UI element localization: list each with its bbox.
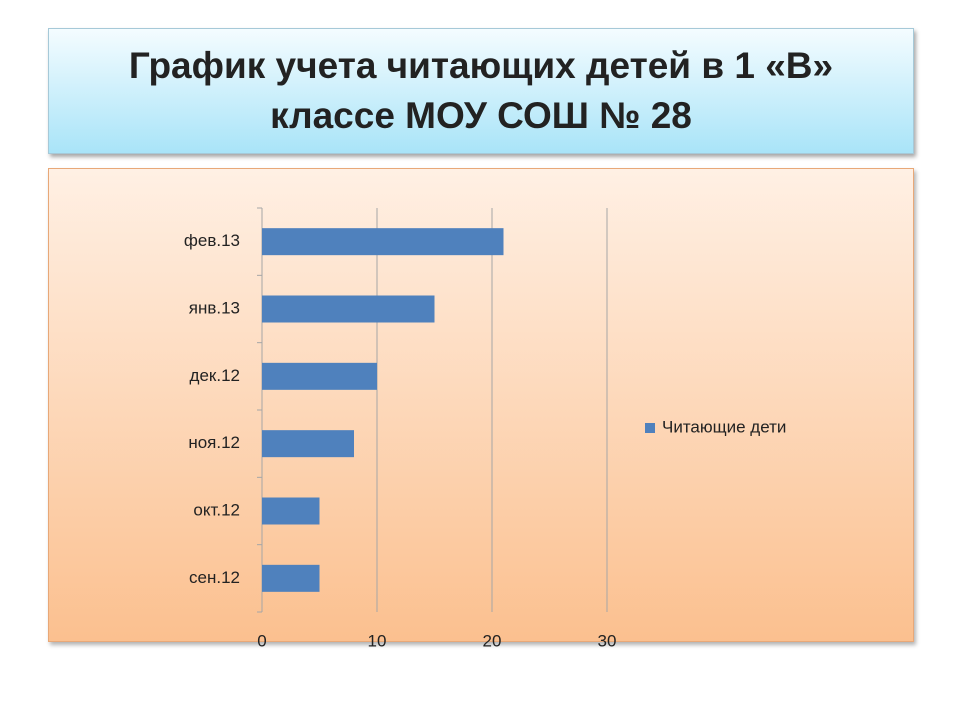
y-tick-label: янв.13 — [189, 298, 240, 317]
y-tick-label: дек.12 — [190, 366, 240, 385]
y-tick-label: фев.13 — [184, 231, 240, 250]
bar — [262, 497, 320, 525]
title-box: График учета читающих детей в 1 «В» клас… — [48, 28, 914, 154]
x-tick-label: 10 — [368, 631, 387, 650]
x-tick-label: 0 — [257, 631, 266, 650]
bar — [262, 228, 504, 256]
bar — [262, 295, 435, 323]
y-tick-label: сен.12 — [189, 568, 240, 587]
bar — [262, 362, 377, 390]
legend-swatch — [645, 423, 655, 433]
y-tick-label: ноя.12 — [188, 433, 240, 452]
x-tick-label: 30 — [598, 631, 617, 650]
y-tick-label: окт.12 — [193, 500, 240, 519]
bar — [262, 564, 320, 592]
chart-title: График учета читающих детей в 1 «В» клас… — [128, 45, 834, 136]
x-tick-label: 20 — [483, 631, 502, 650]
legend-label: Читающие дети — [662, 417, 786, 436]
bar — [262, 430, 354, 458]
